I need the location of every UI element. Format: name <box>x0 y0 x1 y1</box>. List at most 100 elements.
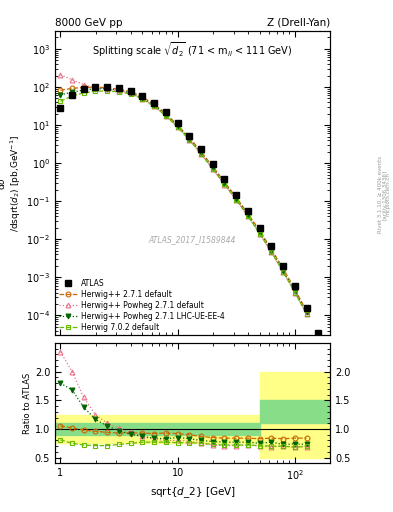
Herwig++ 2.7.1 default <box>210 163 215 169</box>
Herwig 7.0.2 default <box>129 91 133 97</box>
ATLAS <box>70 92 75 98</box>
Herwig++ Powheg 2.7.1 default <box>269 249 274 255</box>
ATLAS <box>152 100 156 106</box>
Herwig++ Powheg 2.7.1 default <box>117 88 121 94</box>
ATLAS <box>81 86 86 92</box>
Herwig++ Powheg 2.7.1 LHC-UE-EE-4 <box>281 268 285 274</box>
ATLAS <box>222 176 227 182</box>
Herwig++ Powheg 2.7.1 LHC-UE-EE-4 <box>93 86 98 92</box>
Herwig++ Powheg 2.7.1 LHC-UE-EE-4 <box>58 92 63 98</box>
Herwig++ 2.7.1 default <box>187 135 192 141</box>
Herwig 7.0.2 default <box>81 90 86 96</box>
ATLAS <box>140 93 145 99</box>
Herwig++ 2.7.1 default <box>152 101 156 108</box>
Herwig 7.0.2 default <box>152 103 156 110</box>
Herwig++ 2.7.1 default <box>58 87 63 93</box>
Herwig++ Powheg 2.7.1 default <box>199 151 204 157</box>
Herwig++ Powheg 2.7.1 default <box>140 96 145 102</box>
Herwig 7.0.2 default <box>93 88 98 94</box>
Herwig 7.0.2 default <box>210 166 215 172</box>
ATLAS <box>163 109 168 115</box>
Herwig++ Powheg 2.7.1 default <box>175 124 180 130</box>
ATLAS <box>105 84 110 90</box>
ATLAS <box>269 243 274 249</box>
Herwig++ 2.7.1 default <box>304 308 309 314</box>
Herwig 7.0.2 default <box>105 88 110 94</box>
Herwig++ 2.7.1 default <box>246 210 250 217</box>
Herwig++ 2.7.1 default <box>105 84 110 91</box>
Herwig++ Powheg 2.7.1 default <box>304 311 309 317</box>
Herwig++ Powheg 2.7.1 LHC-UE-EE-4 <box>292 288 297 294</box>
Herwig++ 2.7.1 default <box>117 86 121 92</box>
Herwig++ Powheg 2.7.1 default <box>129 90 133 96</box>
Herwig++ Powheg 2.7.1 LHC-UE-EE-4 <box>187 136 192 142</box>
Herwig++ Powheg 2.7.1 default <box>257 230 262 237</box>
Herwig 7.0.2 default <box>58 98 63 104</box>
Herwig++ 2.7.1 default <box>129 89 133 95</box>
Text: ATLAS_2017_I1589844: ATLAS_2017_I1589844 <box>149 235 236 244</box>
Herwig 7.0.2 default <box>234 197 239 203</box>
Herwig 7.0.2 default <box>269 249 274 255</box>
Herwig++ Powheg 2.7.1 default <box>70 77 75 83</box>
Herwig 7.0.2 default <box>163 113 168 119</box>
Herwig++ Powheg 2.7.1 default <box>210 166 215 173</box>
Herwig 7.0.2 default <box>187 137 192 143</box>
Herwig++ Powheg 2.7.1 default <box>281 269 285 275</box>
Herwig++ 2.7.1 default <box>163 111 168 117</box>
Herwig++ Powheg 2.7.1 LHC-UE-EE-4 <box>175 123 180 130</box>
Herwig 7.0.2 default <box>292 289 297 295</box>
Herwig++ 2.7.1 default <box>222 179 227 185</box>
Text: Z (Drell-Yan): Z (Drell-Yan) <box>267 18 330 28</box>
Herwig 7.0.2 default <box>175 124 180 130</box>
Herwig 7.0.2 default <box>281 269 285 275</box>
Herwig++ 2.7.1 default <box>269 246 274 252</box>
ATLAS <box>304 305 309 311</box>
Herwig++ Powheg 2.7.1 LHC-UE-EE-4 <box>257 229 262 236</box>
Herwig 7.0.2 default <box>246 213 250 219</box>
Herwig++ Powheg 2.7.1 default <box>234 197 239 203</box>
Herwig++ 2.7.1 default <box>234 194 239 200</box>
Herwig++ Powheg 2.7.1 default <box>152 103 156 110</box>
Herwig++ Powheg 2.7.1 LHC-UE-EE-4 <box>210 165 215 171</box>
X-axis label: sqrt{$d\_2$} [GeV]: sqrt{$d\_2$} [GeV] <box>150 485 235 500</box>
ATLAS <box>117 86 121 92</box>
Text: mcplots.cern.ch: mcplots.cern.ch <box>386 173 391 217</box>
Herwig++ Powheg 2.7.1 default <box>58 72 63 78</box>
Herwig++ Powheg 2.7.1 LHC-UE-EE-4 <box>140 95 145 101</box>
Herwig++ Powheg 2.7.1 LHC-UE-EE-4 <box>163 112 168 118</box>
Herwig 7.0.2 default <box>140 96 145 102</box>
Herwig++ Powheg 2.7.1 default <box>222 182 227 188</box>
Herwig++ Powheg 2.7.1 default <box>81 81 86 88</box>
Herwig++ Powheg 2.7.1 default <box>246 214 250 220</box>
Herwig 7.0.2 default <box>117 89 121 95</box>
ATLAS <box>234 191 239 198</box>
Line: Herwig++ 2.7.1 default: Herwig++ 2.7.1 default <box>58 84 309 313</box>
Herwig++ 2.7.1 default <box>140 94 145 100</box>
Herwig++ Powheg 2.7.1 LHC-UE-EE-4 <box>222 180 227 186</box>
Text: 8000 GeV pp: 8000 GeV pp <box>55 18 123 28</box>
Herwig++ Powheg 2.7.1 LHC-UE-EE-4 <box>152 102 156 109</box>
Herwig++ Powheg 2.7.1 default <box>292 289 297 295</box>
Herwig++ 2.7.1 default <box>281 266 285 272</box>
Herwig 7.0.2 default <box>257 230 262 237</box>
Herwig++ Powheg 2.7.1 LHC-UE-EE-4 <box>70 89 75 95</box>
ATLAS <box>281 263 285 269</box>
Text: [arXiv:1306.3436]: [arXiv:1306.3436] <box>382 169 387 220</box>
Text: Rivet 3.1.10, ≥ 400k events: Rivet 3.1.10, ≥ 400k events <box>378 156 383 233</box>
Herwig++ 2.7.1 default <box>257 227 262 233</box>
Herwig++ Powheg 2.7.1 LHC-UE-EE-4 <box>199 150 204 156</box>
Text: Splitting scale $\sqrt{d_2}$ (71 < m$_{ll}$ < 111 GeV): Splitting scale $\sqrt{d_2}$ (71 < m$_{l… <box>92 40 293 59</box>
Herwig++ 2.7.1 default <box>292 286 297 292</box>
Herwig 7.0.2 default <box>199 151 204 157</box>
ATLAS <box>187 133 192 139</box>
ATLAS <box>175 120 180 126</box>
Herwig++ Powheg 2.7.1 LHC-UE-EE-4 <box>129 90 133 96</box>
Herwig 7.0.2 default <box>222 181 227 187</box>
ATLAS <box>257 225 262 231</box>
Herwig++ Powheg 2.7.1 LHC-UE-EE-4 <box>117 87 121 93</box>
Herwig++ 2.7.1 default <box>199 148 204 155</box>
Line: ATLAS: ATLAS <box>57 83 321 336</box>
ATLAS <box>199 146 204 153</box>
Herwig++ Powheg 2.7.1 default <box>163 113 168 119</box>
Y-axis label: Ratio to ATLAS: Ratio to ATLAS <box>23 373 32 434</box>
